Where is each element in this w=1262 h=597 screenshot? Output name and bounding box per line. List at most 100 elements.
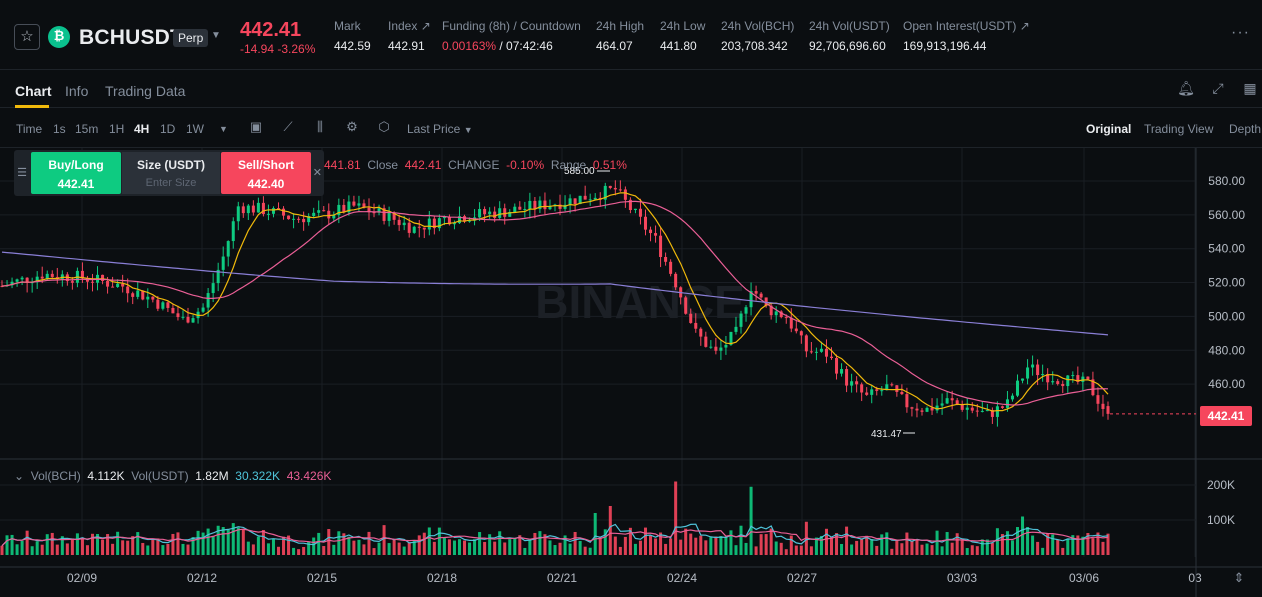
candle-body <box>985 410 989 412</box>
indicator-icon[interactable]: ⟋ <box>283 119 293 134</box>
sell-short-button[interactable]: Sell/Short 442.40 <box>221 152 311 194</box>
view-trading-view[interactable]: Trading View <box>1144 122 1214 136</box>
volume-bar <box>1005 531 1009 555</box>
candle-body <box>327 210 331 219</box>
volume-bar <box>563 535 567 555</box>
buy-long-button[interactable]: Buy/Long 442.41 <box>31 152 121 194</box>
candle-body <box>975 410 979 412</box>
sell-price: 442.40 <box>247 177 285 191</box>
stat-24h-vol-bch: 24h Vol(BCH) 203,708.342 <box>721 19 794 53</box>
volume-bar <box>985 539 989 555</box>
stat-value: 442.91 <box>388 39 425 53</box>
symbol-dropdown-icon[interactable]: ▼ <box>211 30 221 41</box>
candle-body <box>855 381 859 385</box>
volume-bar <box>141 542 145 555</box>
tab-trading-data[interactable]: Trading Data <box>105 83 186 99</box>
interval-1d[interactable]: 1D <box>160 122 176 136</box>
stat-open-interest[interactable]: Open Interest(USDT) ↗ 169,913,196.44 <box>903 19 1030 53</box>
candle-body <box>312 212 316 217</box>
close-icon[interactable]: ✕ <box>312 167 322 179</box>
view-depth[interactable]: Depth <box>1229 122 1262 136</box>
interval-1h[interactable]: 1H <box>109 122 125 136</box>
volume-bar <box>689 533 693 555</box>
volume-bar <box>151 540 155 555</box>
candle-body <box>40 276 44 279</box>
candle-body <box>377 208 381 213</box>
candle-body <box>724 344 728 348</box>
candle-body <box>995 406 999 417</box>
candle-body <box>317 210 321 213</box>
volume-bar <box>724 536 728 555</box>
candle-body <box>518 206 522 210</box>
chart-svg[interactable]: 580.00 560.00 540.00 520.00 500.00 480.00 460.… <box>0 148 1262 597</box>
size-input[interactable]: Enter Size <box>145 177 197 189</box>
interval-1w[interactable]: 1W <box>186 122 204 136</box>
interval-1s[interactable]: 1s <box>53 122 66 136</box>
layout-grid-icon[interactable]: ▦ <box>1243 80 1257 96</box>
candle-body <box>1031 364 1035 368</box>
volume-bar <box>221 527 225 555</box>
favorite-star-icon[interactable]: ☆ <box>14 24 40 50</box>
expand-icon[interactable]: ⤢ <box>1212 80 1224 96</box>
view-original[interactable]: Original <box>1086 122 1132 136</box>
volume-bar <box>578 540 582 555</box>
candle-body <box>201 307 205 312</box>
more-icon[interactable]: ··· <box>1231 24 1250 41</box>
candle-body <box>774 311 778 316</box>
volume-bar <box>674 481 678 555</box>
volume-bar <box>583 546 587 555</box>
volume-bar <box>201 532 205 555</box>
price-type-select[interactable]: Last Price ▼ <box>407 122 473 136</box>
candlestick-chart[interactable]: 580.00 560.00 540.00 520.00 500.00 480.00 460.… <box>0 148 1262 597</box>
candle-body <box>835 358 839 374</box>
candle-body <box>1000 406 1004 408</box>
candle-body <box>990 410 994 417</box>
volume-bar <box>603 529 607 555</box>
bell-icon[interactable]: 🔔︎ <box>1177 80 1195 96</box>
candle-body <box>1051 381 1055 383</box>
volume-bar <box>417 535 421 555</box>
candle-body <box>1026 367 1030 379</box>
candle-type-icon[interactable]: ⫼ <box>317 119 323 134</box>
volume-bar <box>116 531 120 555</box>
interval-dropdown-icon[interactable]: ▼ <box>219 124 228 134</box>
volume-bar <box>990 542 994 555</box>
volume-bar <box>387 543 391 555</box>
interval-15m[interactable]: 15m <box>75 122 99 136</box>
volume-bar <box>50 532 54 555</box>
candle-body <box>1046 374 1050 383</box>
stat-label: 24h Low <box>660 19 706 33</box>
volume-legend: ⌄ Vol(BCH) 4.112K Vol(USDT) 1.82M 30.322… <box>14 469 331 483</box>
candle-body <box>870 389 874 395</box>
candle-body <box>483 208 487 215</box>
volume-bar <box>191 537 195 555</box>
stat-24h-high: 24h High 464.07 <box>596 19 644 53</box>
drawing-tools-icon[interactable]: ⬡ <box>378 119 390 134</box>
drag-handle-icon[interactable]: ☰ <box>17 167 27 179</box>
stat-index[interactable]: Index ↗ 442.91 <box>388 19 431 53</box>
high-marker-label: 585.00 <box>564 166 595 177</box>
volume-bar <box>835 533 839 555</box>
interval-4h[interactable]: 4H <box>134 122 150 136</box>
tab-chart[interactable]: Chart <box>15 83 52 99</box>
tab-info[interactable]: Info <box>65 83 89 99</box>
stat-value: 464.07 <box>596 39 633 53</box>
volume-bar <box>5 535 9 555</box>
candle-body <box>1056 381 1060 384</box>
stat-mark: Mark 442.59 <box>334 19 371 53</box>
candle-body <box>131 293 135 297</box>
volume-bar <box>654 538 658 555</box>
volume-collapse-icon[interactable]: ⌄ <box>14 469 25 483</box>
volume-bar <box>769 528 773 555</box>
candle-body <box>412 226 416 233</box>
calendar-icon[interactable]: ▣ <box>249 119 263 134</box>
symbol-name[interactable]: BCHUSDT <box>79 26 184 49</box>
volume-bar <box>1061 547 1065 555</box>
chart-settings-icon[interactable]: ⚙︎ <box>346 119 358 134</box>
volume-bar <box>377 542 381 555</box>
size-field[interactable]: Size (USDT) Enter Size <box>122 152 220 194</box>
stat-label: 24h Vol(USDT) <box>809 19 890 33</box>
candle-body <box>719 347 723 351</box>
volume-bar <box>865 535 869 555</box>
stat-label: Index ↗ <box>388 19 431 33</box>
